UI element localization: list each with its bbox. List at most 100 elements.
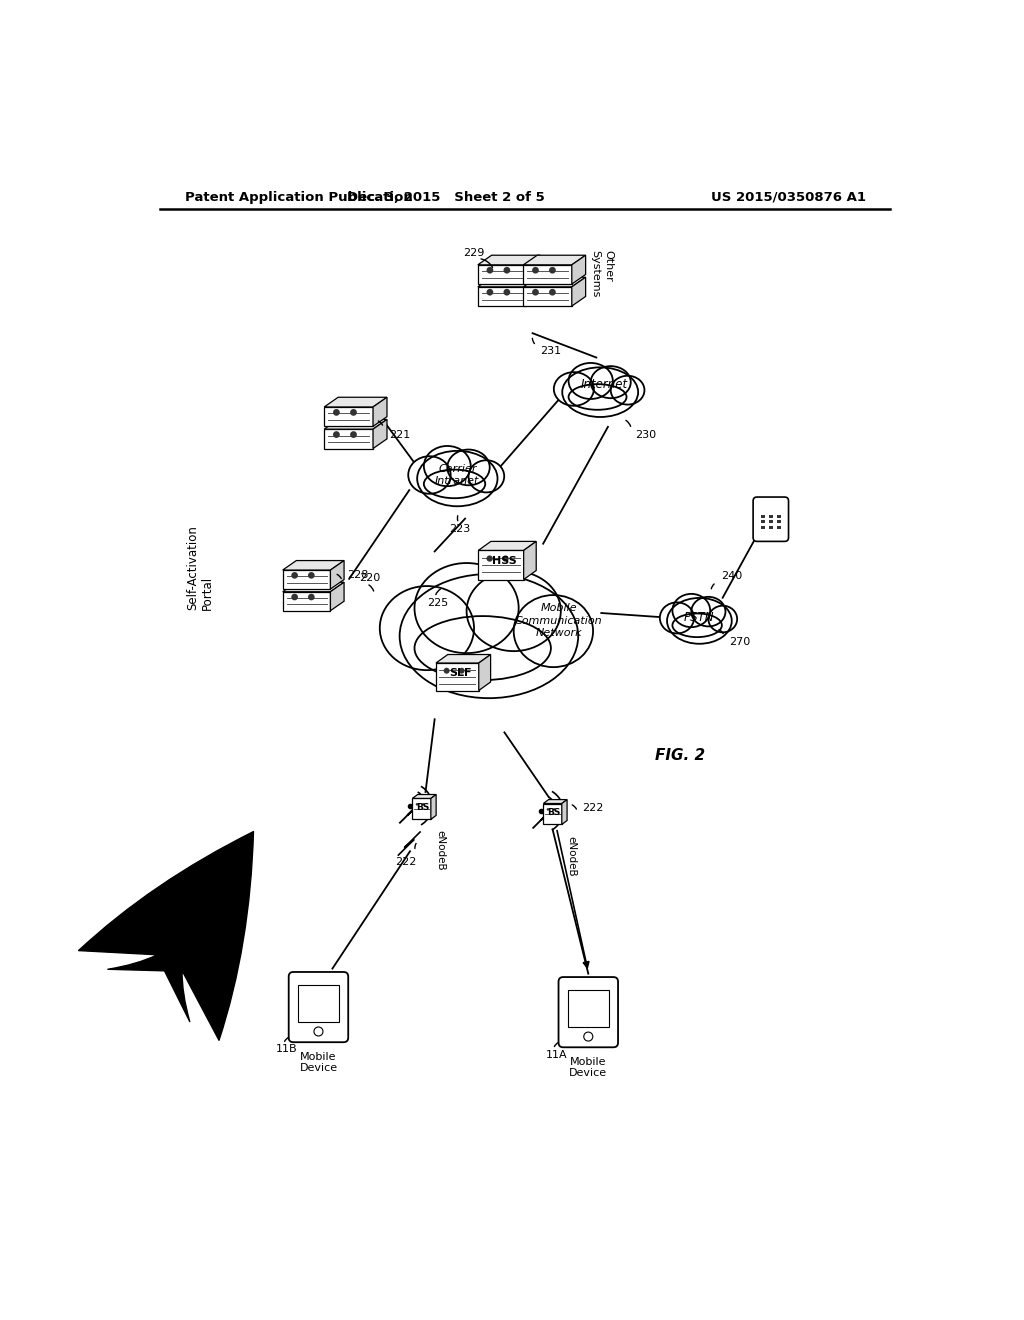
Circle shape [504, 289, 510, 296]
Text: 221: 221 [389, 430, 411, 441]
Ellipse shape [568, 363, 612, 399]
Circle shape [486, 556, 493, 562]
Ellipse shape [415, 564, 519, 653]
Circle shape [291, 594, 298, 601]
Text: US 2015/0350876 A1: US 2015/0350876 A1 [711, 190, 866, 203]
Circle shape [350, 409, 357, 416]
Text: Other
Systems: Other Systems [591, 251, 613, 297]
Text: Mobile
Communication
Network: Mobile Communication Network [515, 603, 602, 638]
Ellipse shape [562, 367, 638, 417]
FancyBboxPatch shape [753, 498, 788, 541]
Bar [298, 985, 339, 1022]
Ellipse shape [591, 366, 631, 399]
Text: 11B: 11B [275, 1044, 297, 1055]
Polygon shape [526, 255, 540, 284]
Circle shape [333, 409, 340, 416]
Circle shape [532, 289, 539, 296]
Circle shape [532, 267, 539, 273]
Circle shape [443, 668, 450, 673]
Polygon shape [523, 255, 586, 265]
Polygon shape [523, 286, 571, 306]
Polygon shape [331, 582, 344, 611]
Text: Mobile
Device: Mobile Device [299, 1052, 338, 1073]
Polygon shape [479, 655, 490, 690]
Circle shape [416, 803, 419, 805]
Text: BS: BS [417, 804, 430, 812]
Bar [776, 525, 780, 528]
Polygon shape [325, 429, 373, 449]
Text: Carrier
Intranet: Carrier Intranet [435, 463, 479, 486]
Text: 230: 230 [635, 429, 656, 440]
Polygon shape [523, 265, 571, 284]
Polygon shape [478, 541, 537, 550]
Ellipse shape [673, 594, 711, 627]
Text: 11A: 11A [546, 1049, 567, 1060]
Ellipse shape [380, 586, 474, 671]
Circle shape [486, 267, 494, 273]
Circle shape [553, 808, 556, 810]
Circle shape [350, 432, 357, 438]
Text: SLF: SLF [450, 668, 472, 677]
Polygon shape [478, 277, 540, 286]
Ellipse shape [424, 446, 471, 486]
Polygon shape [283, 582, 344, 591]
Text: 220: 220 [358, 573, 380, 583]
Bar [769, 515, 773, 517]
Ellipse shape [610, 376, 644, 405]
Text: 222: 222 [582, 803, 603, 813]
Text: eNodeB: eNodeB [566, 836, 577, 876]
Ellipse shape [447, 450, 489, 486]
Ellipse shape [659, 602, 694, 634]
Text: 222: 222 [395, 857, 417, 867]
Bar [769, 525, 773, 528]
Polygon shape [436, 655, 490, 663]
Polygon shape [413, 799, 431, 820]
Circle shape [584, 1032, 593, 1041]
Circle shape [308, 594, 314, 601]
Ellipse shape [409, 457, 451, 494]
Text: Dec. 3, 2015   Sheet 2 of 5: Dec. 3, 2015 Sheet 2 of 5 [346, 190, 545, 203]
Polygon shape [373, 397, 387, 426]
Text: 225: 225 [427, 598, 449, 609]
Polygon shape [523, 541, 537, 579]
Polygon shape [436, 663, 479, 690]
Text: BS: BS [548, 808, 561, 817]
Polygon shape [283, 591, 331, 611]
Bar [761, 525, 765, 528]
Text: 231: 231 [541, 346, 561, 356]
Ellipse shape [469, 461, 504, 492]
Circle shape [459, 668, 465, 673]
Polygon shape [373, 420, 387, 449]
Text: Mobile
Device: Mobile Device [569, 1057, 607, 1078]
Text: Internet: Internet [581, 378, 628, 391]
Polygon shape [331, 561, 344, 589]
Ellipse shape [415, 616, 551, 680]
FancyBboxPatch shape [558, 977, 618, 1047]
Text: 200: 200 [200, 899, 223, 912]
Ellipse shape [709, 606, 737, 632]
Polygon shape [478, 255, 540, 265]
Circle shape [308, 572, 314, 578]
Ellipse shape [554, 372, 594, 405]
Circle shape [314, 1027, 323, 1036]
Polygon shape [413, 795, 436, 799]
Text: 228: 228 [347, 570, 369, 579]
Polygon shape [523, 277, 586, 286]
Text: HSS: HSS [493, 556, 517, 565]
Polygon shape [562, 800, 567, 825]
Ellipse shape [399, 574, 579, 698]
Polygon shape [283, 561, 344, 570]
Circle shape [547, 808, 549, 810]
Bar [761, 515, 765, 517]
Circle shape [503, 556, 509, 562]
Text: PSTN: PSTN [684, 611, 715, 623]
Polygon shape [431, 795, 436, 820]
Ellipse shape [667, 598, 732, 644]
Ellipse shape [417, 451, 498, 507]
Ellipse shape [467, 572, 561, 651]
Text: 223: 223 [450, 524, 471, 533]
Ellipse shape [568, 384, 627, 409]
Polygon shape [526, 277, 540, 306]
Ellipse shape [424, 470, 485, 498]
Text: 270: 270 [729, 638, 751, 647]
